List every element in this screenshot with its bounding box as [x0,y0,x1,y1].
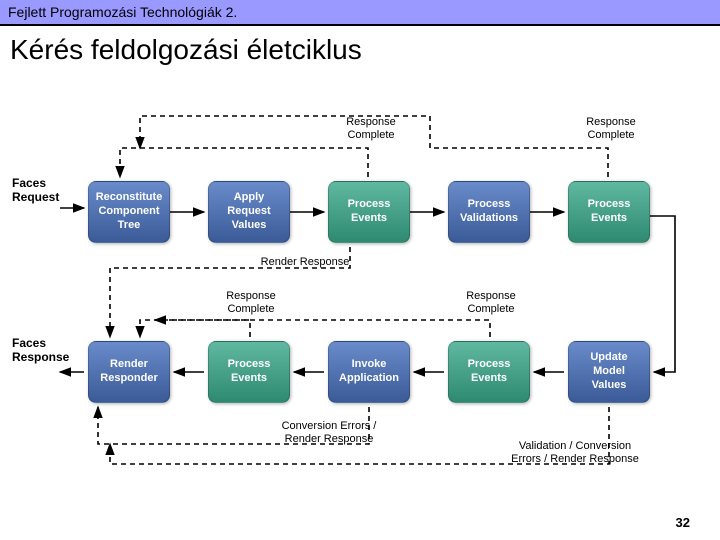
label-l2: ResponseComplete [566,116,656,142]
slide-header: Fejlett Programozási Technológiák 2. [0,0,720,26]
header-text: Fejlett Programozási Technológiák 2. [8,4,237,20]
node-n3: ProcessEvents [328,181,410,243]
slide-title: Kérés feldolgozási életciklus [0,26,720,76]
label-l3: Render Response [240,256,370,269]
node-n1: ReconstituteComponentTree [88,181,170,243]
io-label-faces-req: FacesRequest [12,176,59,205]
label-l1: ResponseComplete [326,116,416,142]
io-label-faces-res: FacesResponse [12,336,69,365]
label-l7: Validation / ConversionErrors / Render R… [480,440,670,466]
label-l5: ResponseComplete [446,290,536,316]
node-n4: ProcessValidations [448,181,530,243]
lifecycle-diagram: FacesRequest FacesResponse ReconstituteCom… [10,76,710,476]
node-n5: ProcessEvents [568,181,650,243]
node-n8: InvokeApplication [328,341,410,403]
label-l6: Conversion Errors /Render Response [249,420,409,446]
node-n2: ApplyRequestValues [208,181,290,243]
node-n7: ProcessEvents [208,341,290,403]
label-l4: ResponseComplete [206,290,296,316]
node-n10: UpdateModelValues [568,341,650,403]
node-n9: ProcessEvents [448,341,530,403]
page-number: 32 [676,515,690,530]
node-n6: RenderResponder [88,341,170,403]
